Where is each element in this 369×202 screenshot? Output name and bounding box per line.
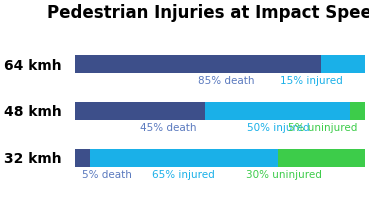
Text: 30% uninjured: 30% uninjured (245, 170, 321, 180)
Bar (321, 55, 365, 73)
Text: 5% uninjured: 5% uninjured (288, 123, 358, 133)
Bar (75, 102, 206, 120)
Bar (75, 55, 321, 73)
Bar (278, 149, 365, 167)
Bar (350, 102, 365, 120)
Text: 50% injured: 50% injured (246, 123, 309, 133)
Text: 85% death: 85% death (198, 76, 255, 86)
Text: 45% death: 45% death (140, 123, 197, 133)
Title: Pedestrian Injuries at Impact Speeds: Pedestrian Injuries at Impact Speeds (46, 4, 369, 22)
Text: 5% death: 5% death (82, 170, 132, 180)
Text: 65% injured: 65% injured (152, 170, 215, 180)
Bar (75, 149, 90, 167)
Bar (206, 102, 350, 120)
Bar (90, 149, 278, 167)
Text: 15% injured: 15% injured (280, 76, 343, 86)
